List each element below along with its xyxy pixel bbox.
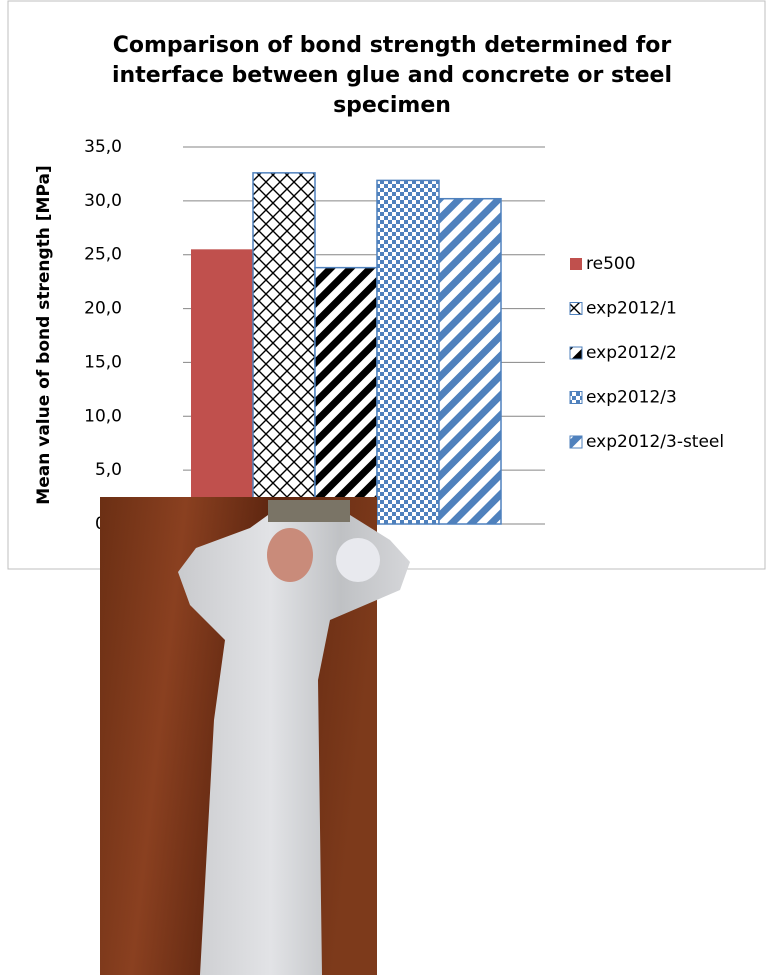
bar bbox=[439, 199, 501, 524]
legend-swatch bbox=[570, 303, 582, 315]
legend-label: re500 bbox=[586, 254, 636, 274]
y-tick-label: 35,0 bbox=[84, 137, 122, 157]
legend-swatch bbox=[570, 258, 582, 270]
legend-swatch bbox=[570, 347, 582, 359]
bar bbox=[377, 180, 439, 524]
y-tick-label: 15,0 bbox=[84, 352, 122, 372]
bar bbox=[315, 268, 377, 524]
page: Comparison of bond strength determined f… bbox=[0, 0, 766, 975]
legend-label: exp2012/2 bbox=[586, 343, 677, 363]
legend-label: exp2012/3-steel bbox=[586, 432, 724, 452]
y-tick-label: 10,0 bbox=[84, 406, 122, 426]
y-axis-label: Mean value of bond strength [MPa] bbox=[34, 165, 54, 504]
y-tick-label: 20,0 bbox=[84, 299, 122, 319]
y-tick-label: 25,0 bbox=[84, 245, 122, 265]
bar bbox=[253, 173, 315, 524]
y-tick-label: 5,0 bbox=[95, 460, 122, 480]
y-tick-label: 30,0 bbox=[84, 191, 122, 211]
legend-label: exp2012/1 bbox=[586, 299, 677, 319]
bar bbox=[191, 249, 253, 524]
legend-label: exp2012/3 bbox=[586, 388, 677, 408]
chart: Comparison of bond strength determined f… bbox=[0, 0, 766, 975]
legend-swatch bbox=[570, 436, 582, 448]
legend-swatch bbox=[570, 392, 582, 404]
photo bbox=[100, 497, 410, 975]
